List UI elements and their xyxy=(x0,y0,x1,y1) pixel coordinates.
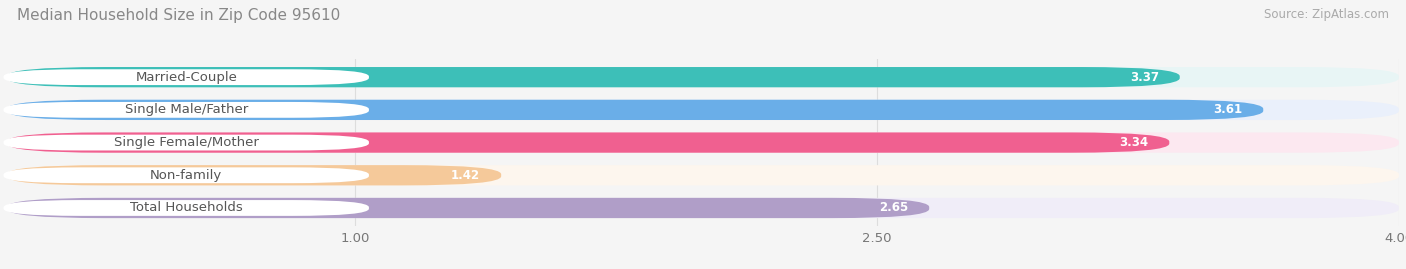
Text: 3.61: 3.61 xyxy=(1213,103,1243,116)
FancyBboxPatch shape xyxy=(4,167,368,183)
Text: Non-family: Non-family xyxy=(150,169,222,182)
Text: Source: ZipAtlas.com: Source: ZipAtlas.com xyxy=(1264,8,1389,21)
Text: 3.34: 3.34 xyxy=(1119,136,1149,149)
Text: Median Household Size in Zip Code 95610: Median Household Size in Zip Code 95610 xyxy=(17,8,340,23)
FancyBboxPatch shape xyxy=(7,198,1399,218)
Text: 1.42: 1.42 xyxy=(451,169,481,182)
FancyBboxPatch shape xyxy=(7,132,1170,153)
FancyBboxPatch shape xyxy=(7,165,1399,185)
FancyBboxPatch shape xyxy=(7,100,1399,120)
Text: 2.65: 2.65 xyxy=(879,201,908,214)
Text: 3.37: 3.37 xyxy=(1130,71,1159,84)
Text: Single Female/Mother: Single Female/Mother xyxy=(114,136,259,149)
FancyBboxPatch shape xyxy=(7,132,1399,153)
FancyBboxPatch shape xyxy=(4,135,368,150)
FancyBboxPatch shape xyxy=(7,67,1180,87)
FancyBboxPatch shape xyxy=(7,165,501,185)
FancyBboxPatch shape xyxy=(7,100,1263,120)
FancyBboxPatch shape xyxy=(4,200,368,216)
Text: Married-Couple: Married-Couple xyxy=(135,71,238,84)
Text: Single Male/Father: Single Male/Father xyxy=(125,103,247,116)
FancyBboxPatch shape xyxy=(7,198,929,218)
FancyBboxPatch shape xyxy=(4,69,368,85)
FancyBboxPatch shape xyxy=(7,67,1399,87)
FancyBboxPatch shape xyxy=(4,102,368,118)
Text: Total Households: Total Households xyxy=(129,201,243,214)
